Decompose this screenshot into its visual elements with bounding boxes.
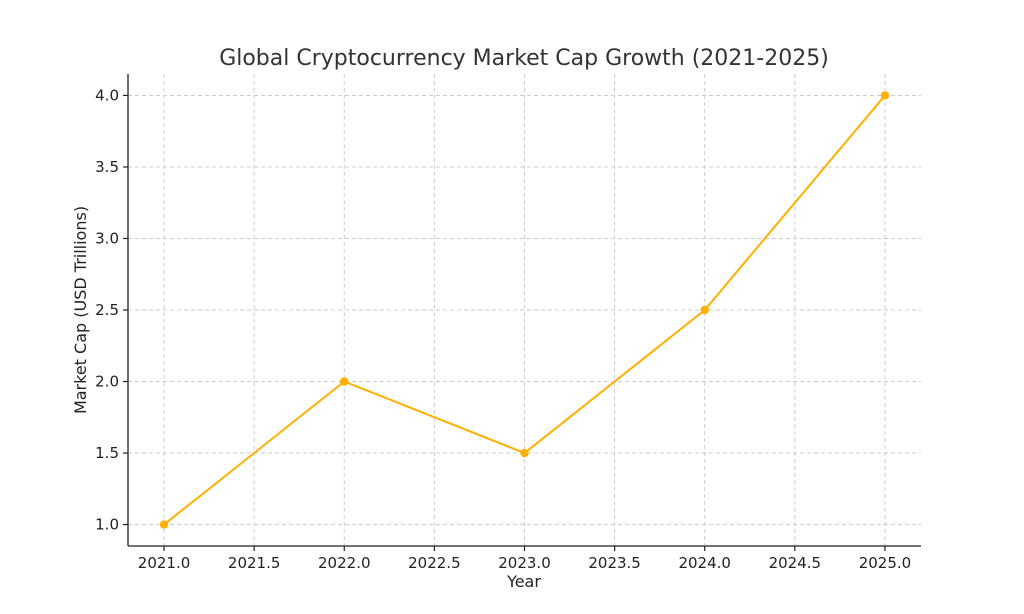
chart-title: Global Cryptocurrency Market Cap Growth … (219, 46, 829, 71)
x-tick-label: 2025.0 (859, 554, 912, 572)
x-axis-label: Year (506, 572, 541, 591)
y-tick-label: 3.0 (95, 229, 119, 247)
data-point (880, 91, 890, 100)
x-tick-label: 2022.5 (408, 554, 461, 572)
x-tick-label: 2023.5 (588, 554, 641, 572)
y-tick-label: 1.0 (95, 516, 119, 534)
x-tick-label: 2021.0 (138, 554, 191, 572)
data-point (700, 305, 709, 315)
grid-layer (128, 74, 921, 546)
x-tick-label: 2022.0 (318, 554, 371, 572)
x-tick-label: 2021.5 (228, 554, 281, 572)
axes-layer: 2021.0 2021.5 2022.0 2022.5 2023.0 2023.5 2024… (95, 74, 921, 572)
data-point (340, 377, 349, 386)
data-point (520, 448, 529, 458)
x-tick-label: 2024.5 (769, 554, 822, 572)
series-layer (159, 91, 890, 529)
x-tick-label: 2024.0 (678, 554, 731, 572)
y-tick-label: 3.5 (95, 158, 119, 176)
x-tick-label: 2023.0 (498, 554, 551, 572)
y-tick-label: 1.5 (95, 444, 119, 462)
data-point (159, 520, 169, 529)
y-tick-label: 2.0 (95, 373, 119, 391)
y-axis-label: Market Cap (USD Trillions) (71, 206, 90, 414)
y-tick-label: 4.0 (95, 86, 119, 104)
y-tick-label: 2.5 (95, 301, 119, 319)
